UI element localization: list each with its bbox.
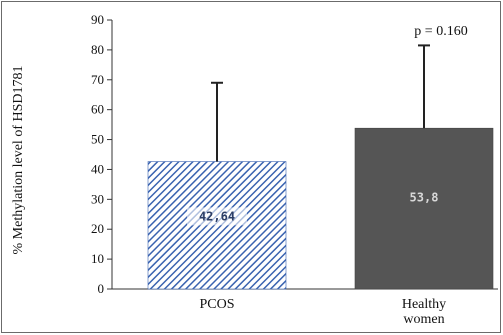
y-tick-label: 30 [91,191,104,206]
y-tick-label: 70 [91,72,104,87]
bars [147,127,494,290]
y-tick-label: 90 [91,12,104,27]
error-bars [211,44,430,162]
x-category-label: Healthy women [402,297,446,327]
p-value-annotation: p = 0.160 [414,24,467,39]
y-tick-label: 20 [91,221,104,236]
y-tick-label: 60 [91,102,104,117]
x-category-label-line: PCOS [199,297,234,312]
bar-value-label-bg [187,207,247,226]
y-tick-label: 10 [91,251,104,266]
y-axis-title: % Methylation level of HSD1781 [11,66,26,255]
y-tick-label: 80 [91,42,104,57]
bar-value-label: 42,64 [199,209,235,223]
y-tick-label: 50 [91,132,104,147]
x-axis-category-labels: PCOS Healthy women [199,297,446,327]
x-category-label-line: Healthy [402,297,446,312]
bar-value-labels: 42,64 53,8 [187,190,439,226]
x-category-label-line: women [403,312,444,327]
x-category-label: PCOS [199,297,234,312]
y-tick-label: 0 [98,281,105,296]
y-axis-ticks: 0 10 20 30 40 50 60 70 80 90 [91,12,112,296]
bar-healthy-women [354,127,494,290]
y-tick-label: 40 [91,161,104,176]
bar-value-label: 53,8 [410,190,439,204]
